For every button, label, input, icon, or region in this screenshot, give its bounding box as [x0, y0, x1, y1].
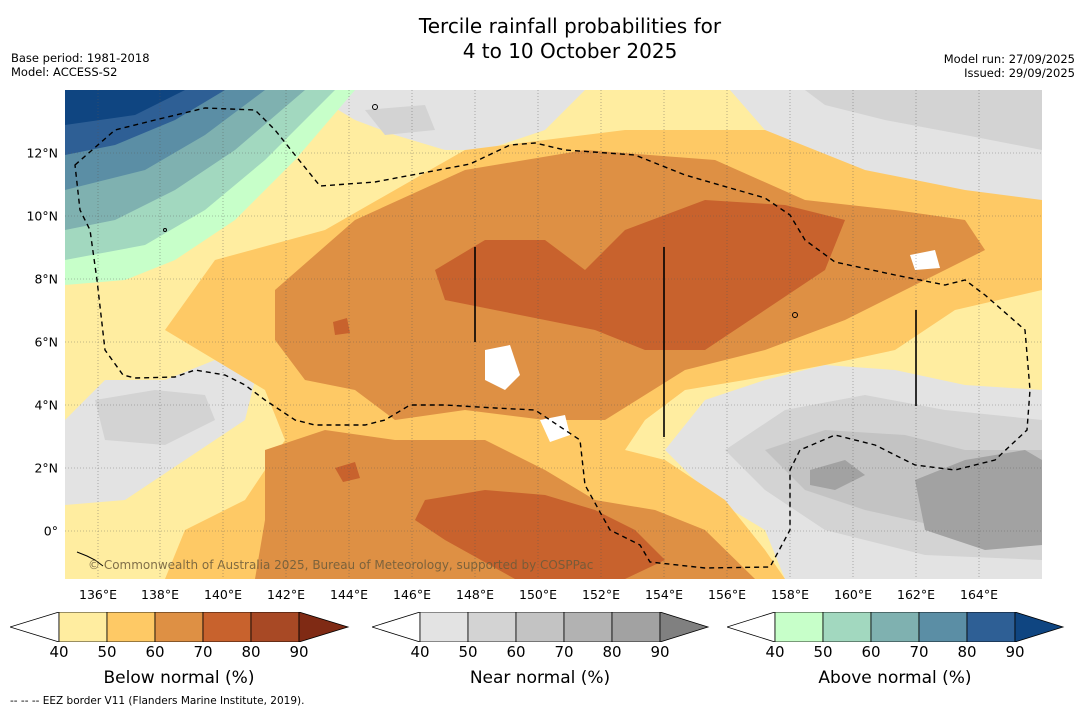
x-tick: 146°E	[392, 587, 432, 602]
cb-below-label: Below normal (%)	[103, 668, 255, 688]
cb-near-90	[611, 612, 661, 642]
y-tick: 2°N	[34, 460, 58, 476]
cb-above-tick: 90	[1005, 643, 1025, 661]
cb-near-tick: 80	[602, 643, 622, 661]
y-tick: 10°N	[26, 208, 58, 224]
colorbar-above	[727, 612, 1065, 642]
colorbar-near	[372, 612, 710, 642]
cb-near-high	[659, 612, 710, 642]
neutral-gap-1	[485, 345, 520, 390]
cb-near-50	[419, 612, 469, 642]
cb-near-70	[515, 612, 565, 642]
map-title: Tercile rainfall probabilities for 4 to …	[0, 14, 1085, 64]
cb-below-tick: 50	[97, 643, 117, 661]
below-normal-70-south	[415, 490, 665, 579]
cb-near-80	[563, 612, 613, 642]
cb-above-80	[918, 612, 968, 642]
y-tick: 6°N	[34, 334, 58, 350]
cb-below-tick: 80	[241, 643, 261, 661]
cb-below-low	[10, 612, 60, 642]
x-tick: 162°E	[896, 587, 936, 602]
near-normal-upper-mid-2	[365, 105, 435, 135]
cb-above-low	[727, 612, 776, 642]
x-tick: 158°E	[770, 587, 810, 602]
cb-near-label: Near normal (%)	[469, 668, 611, 688]
cb-below-high	[298, 612, 350, 642]
x-tick: 142°E	[266, 587, 306, 602]
meta-left: Base period: 1981-2018 Model: ACCESS-S2	[11, 51, 150, 79]
cb-above-60	[822, 612, 872, 642]
y-tick: 8°N	[34, 271, 58, 287]
near-normal-bottom-right-4	[915, 450, 1042, 550]
base-period: Base period: 1981-2018	[11, 51, 150, 65]
cb-below-50	[58, 612, 108, 642]
title-line-2: 4 to 10 October 2025	[462, 39, 678, 63]
cb-above-70	[870, 612, 920, 642]
below-normal-70-spot-2	[333, 318, 350, 335]
probability-map	[65, 90, 1042, 579]
cb-above-label: Above normal (%)	[818, 668, 972, 688]
cb-near-tick: 60	[506, 643, 526, 661]
neutral-gap-2	[540, 415, 570, 442]
above-normal-90	[65, 90, 185, 125]
islands	[76, 104, 798, 567]
x-tick: 164°E	[959, 587, 999, 602]
below-normal-70	[435, 200, 845, 350]
cb-below-90	[250, 612, 300, 642]
x-tick: 150°E	[518, 587, 558, 602]
title-line-1: Tercile rainfall probabilities for	[418, 14, 722, 38]
cb-above-tick: 80	[957, 643, 977, 661]
x-tick: 136°E	[78, 587, 118, 602]
boundary-lines	[474, 247, 917, 437]
cb-below-tick: 90	[289, 643, 309, 661]
cb-near-tick: 40	[410, 643, 430, 661]
x-tick: 156°E	[707, 587, 747, 602]
cb-above-50	[774, 612, 824, 642]
model-name: Model: ACCESS-S2	[11, 65, 118, 79]
x-tick: 160°E	[833, 587, 873, 602]
x-tick: 152°E	[581, 587, 621, 602]
cb-above-tick: 50	[813, 643, 833, 661]
near-normal-top-right-2	[805, 90, 1042, 150]
cb-near-tick: 50	[458, 643, 478, 661]
below-normal-70-spot	[335, 462, 360, 482]
x-tick: 144°E	[329, 587, 369, 602]
cb-above-90	[966, 612, 1016, 642]
cb-below-tick: 70	[193, 643, 213, 661]
cb-below-tick: 40	[49, 643, 69, 661]
cb-below-tick: 60	[145, 643, 165, 661]
issued-date: Issued: 29/09/2025	[964, 66, 1075, 80]
eez-border	[74, 107, 1031, 569]
cb-near-tick: 90	[650, 643, 670, 661]
x-tick: 154°E	[644, 587, 684, 602]
near-normal-left-lower-2	[95, 390, 215, 445]
cb-below-80	[202, 612, 252, 642]
copyright-notice: © Commonwealth of Australia 2025, Bureau…	[88, 558, 594, 572]
cb-above-high	[1014, 612, 1065, 642]
cb-near-60	[467, 612, 517, 642]
cb-near-tick: 70	[554, 643, 574, 661]
x-tick: 140°E	[203, 587, 243, 602]
neutral-gap-3	[910, 250, 940, 270]
cb-below-60	[106, 612, 156, 642]
x-tick: 148°E	[455, 587, 495, 602]
model-run: Model run: 27/09/2025	[943, 52, 1075, 66]
eez-footnote: -- -- -- EEZ border V11 (Flanders Marine…	[10, 695, 305, 707]
cb-above-tick: 40	[765, 643, 785, 661]
colorbar-below	[10, 612, 350, 642]
grid-lines	[65, 90, 1042, 579]
y-tick: 4°N	[34, 397, 58, 413]
meta-right: Model run: 27/09/2025 Issued: 29/09/2025	[944, 52, 1075, 80]
cb-below-70	[154, 612, 204, 642]
cb-above-tick: 70	[909, 643, 929, 661]
x-tick: 138°E	[140, 587, 180, 602]
near-normal-grey-patch	[810, 460, 865, 490]
cb-near-low	[372, 612, 421, 642]
cb-above-tick: 60	[861, 643, 881, 661]
y-tick: 12°N	[26, 145, 58, 161]
y-tick: 0°	[43, 523, 58, 539]
